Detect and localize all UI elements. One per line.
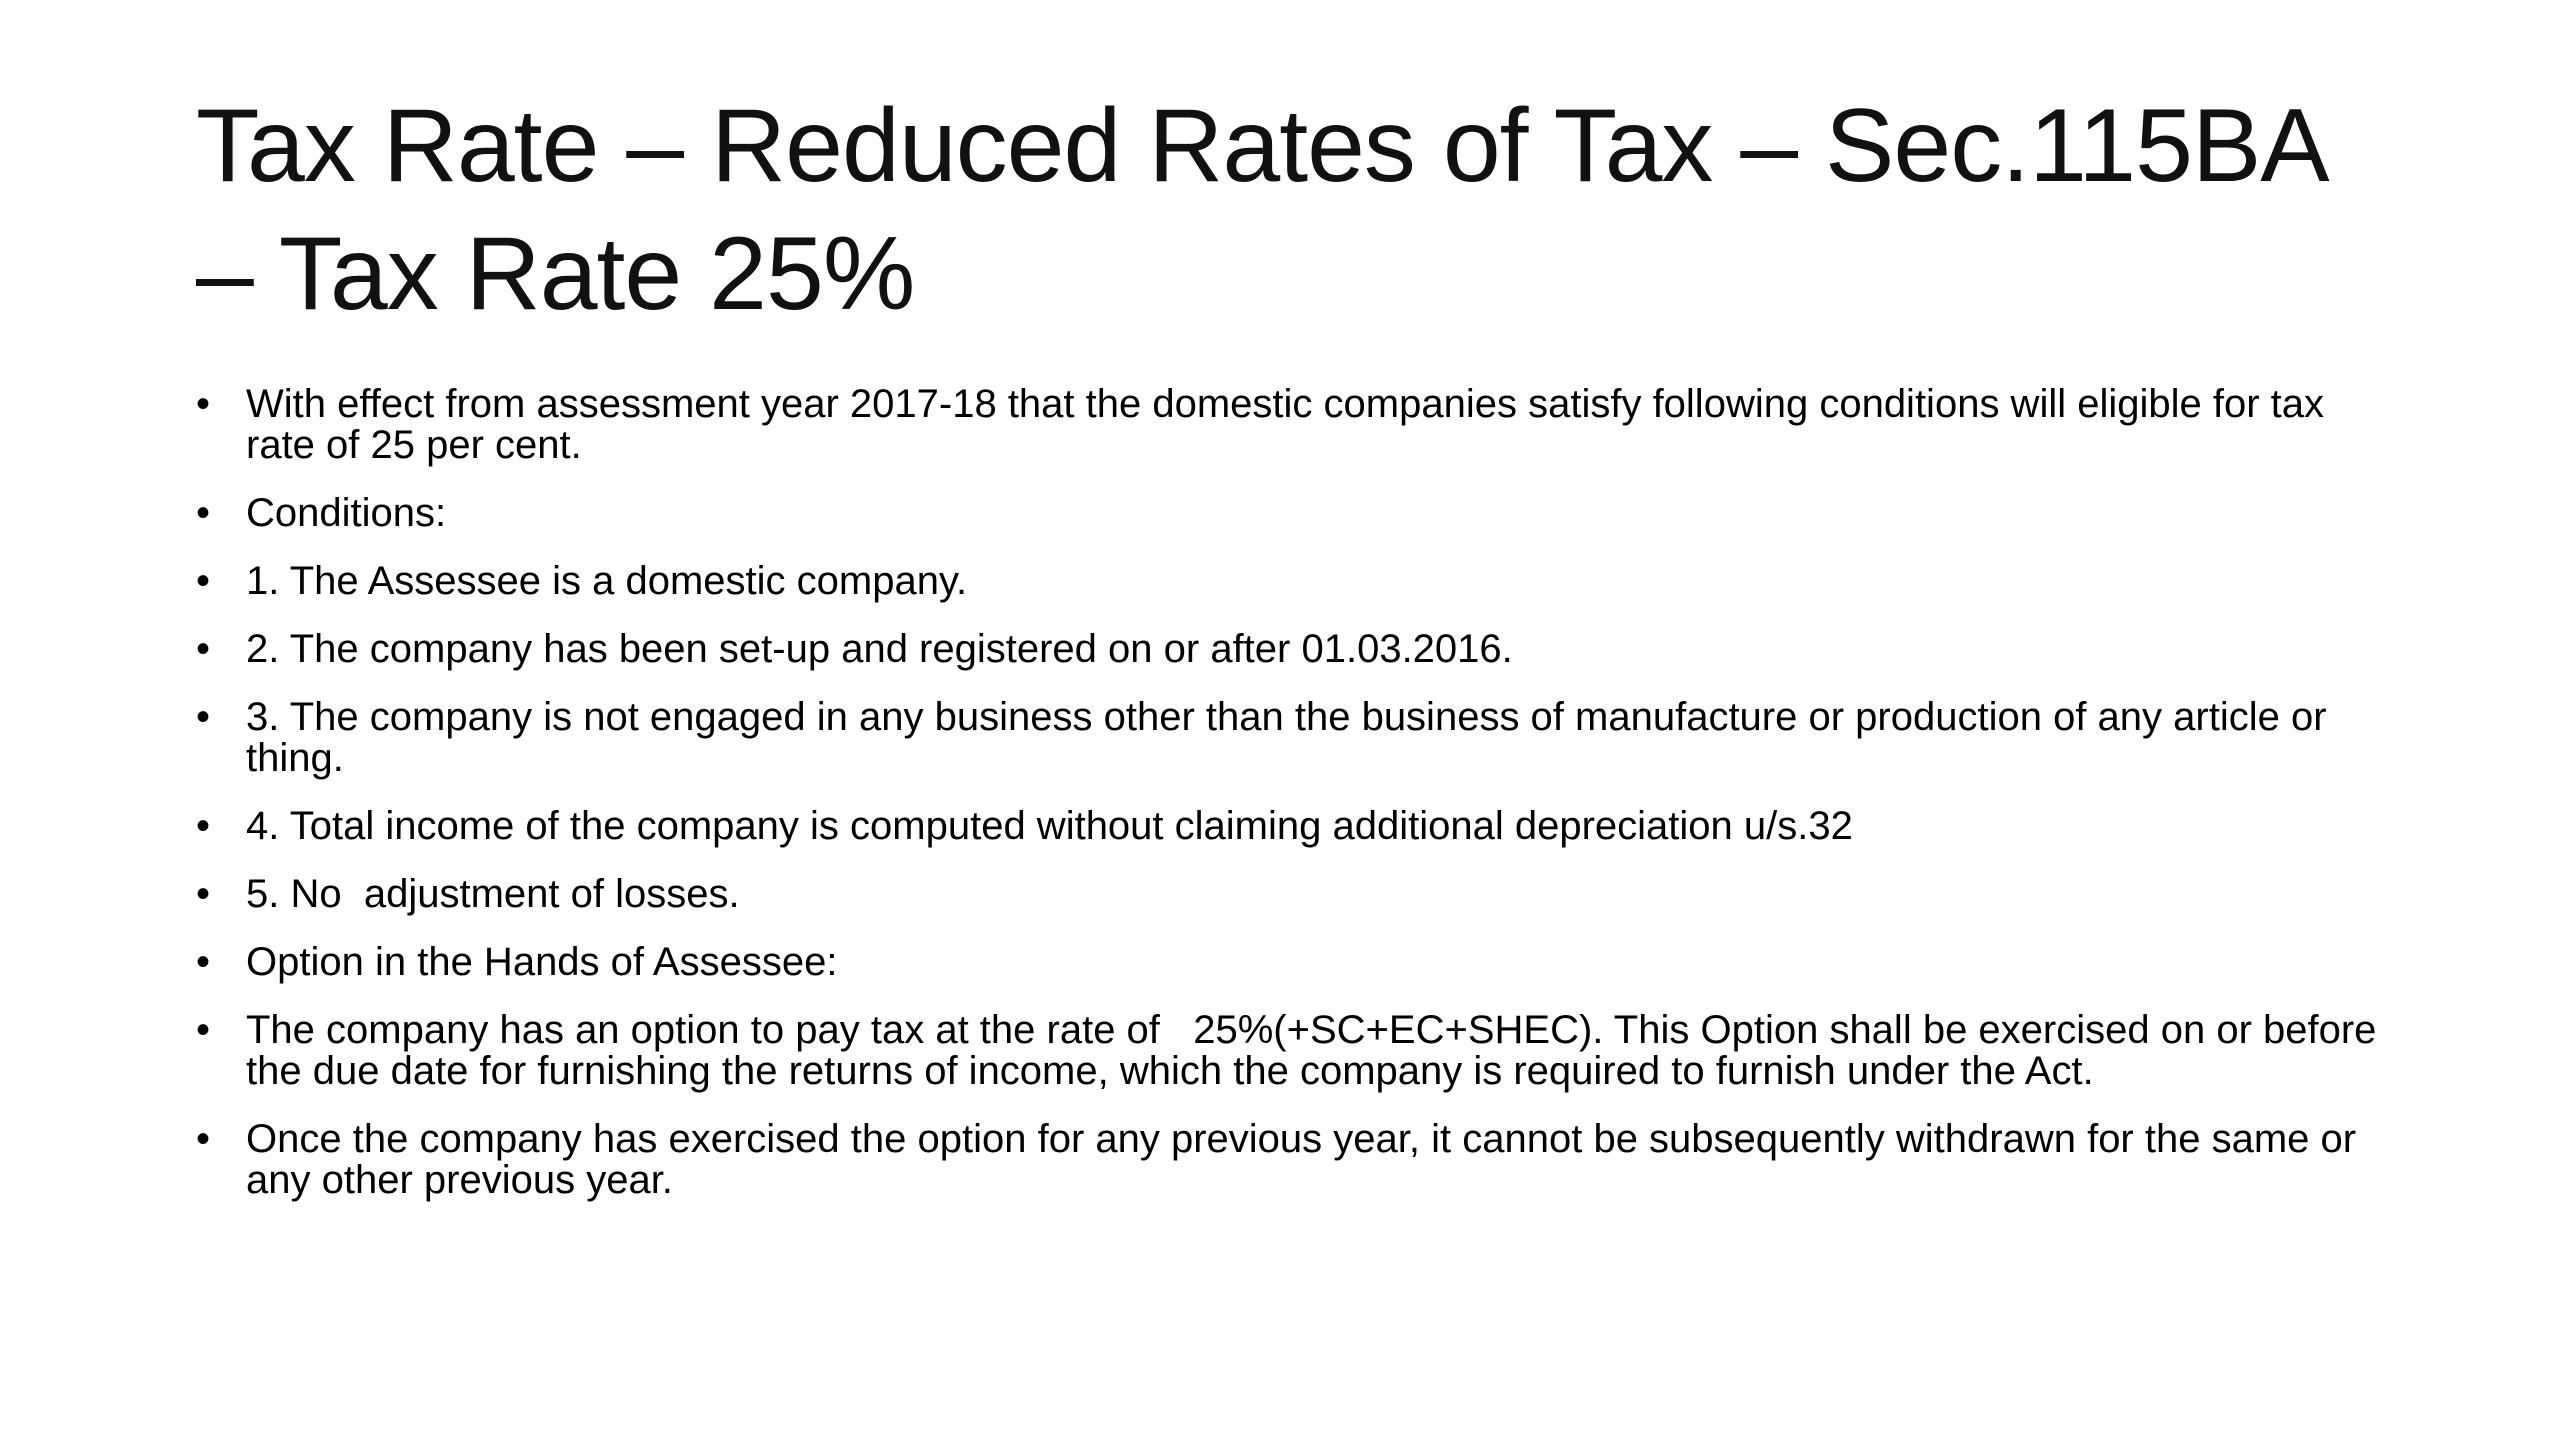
bullet-item-condition-3: • 3. The company is not engaged in any b… xyxy=(196,697,2396,779)
bullet-text: With effect from assessment year 2017-18… xyxy=(246,382,2336,467)
bullet-text: The company has an option to pay tax at … xyxy=(246,1008,2388,1093)
bullet-icon: • xyxy=(196,804,211,848)
bullet-icon: • xyxy=(196,1117,211,1161)
bullet-icon: • xyxy=(196,382,211,426)
bullet-icon: • xyxy=(196,627,211,671)
bullet-text: 2. The company has been set-up and regis… xyxy=(246,627,1513,671)
bullet-list: • With effect from assessment year 2017-… xyxy=(196,384,2396,1228)
bullet-icon: • xyxy=(196,559,211,603)
bullet-item-option-irrevocable: • Once the company has exercised the opt… xyxy=(196,1119,2396,1201)
bullet-icon: • xyxy=(196,695,211,739)
bullet-item-option-detail: • The company has an option to pay tax a… xyxy=(196,1010,2396,1092)
bullet-item-option-heading: • Option in the Hands of Assessee: xyxy=(196,942,2396,983)
bullet-item-conditions-heading: • Conditions: xyxy=(196,493,2396,534)
bullet-icon: • xyxy=(196,940,211,984)
bullet-item-condition-5: • 5. No adjustment of losses. xyxy=(196,874,2396,915)
bullet-text: 4. Total income of the company is comput… xyxy=(246,804,1853,848)
bullet-item-intro: • With effect from assessment year 2017-… xyxy=(196,384,2396,466)
bullet-text: 3. The company is not engaged in any bus… xyxy=(246,695,2338,780)
bullet-item-condition-2: • 2. The company has been set-up and reg… xyxy=(196,629,2396,670)
bullet-text: 1. The Assessee is a domestic company. xyxy=(246,559,968,603)
bullet-text: 5. No adjustment of losses. xyxy=(246,872,740,916)
bullet-icon: • xyxy=(196,1008,211,1052)
bullet-item-condition-4: • 4. Total income of the company is comp… xyxy=(196,806,2396,847)
slide-title: Tax Rate – Reduced Rates of Tax – Sec.11… xyxy=(196,88,2324,332)
bullet-text: Once the company has exercised the optio… xyxy=(246,1117,2368,1202)
bullet-icon: • xyxy=(196,872,211,916)
bullet-item-condition-1: • 1. The Assessee is a domestic company. xyxy=(196,561,2396,602)
bullet-text: Conditions: xyxy=(246,491,447,535)
bullet-text: Option in the Hands of Assessee: xyxy=(246,940,838,984)
bullet-icon: • xyxy=(196,491,211,535)
